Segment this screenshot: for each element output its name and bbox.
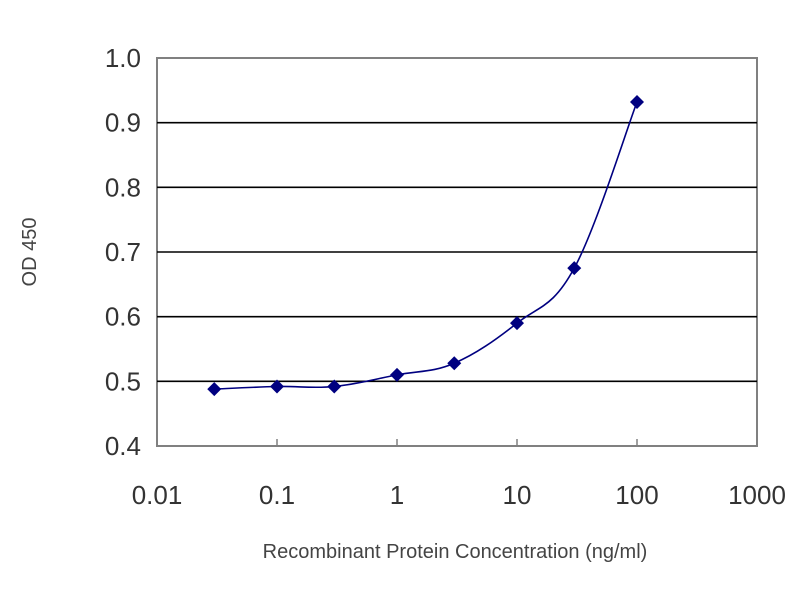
- x-tick-label: 0.1: [259, 480, 295, 510]
- y-tick-label: 0.9: [105, 108, 141, 138]
- data-point: [447, 356, 462, 371]
- data-point: [567, 261, 582, 276]
- y-tick-labels: 0.4 0.5 0.6 0.7 0.8 0.9 1.0: [105, 43, 141, 461]
- data-point: [390, 367, 404, 382]
- y-tick-label: 0.4: [105, 431, 141, 461]
- x-tick-labels: 0.01 0.1 1 10 100 1000: [132, 480, 786, 510]
- data-points: [207, 94, 644, 397]
- x-tick-label: 1: [390, 480, 404, 510]
- x-tick-label: 100: [615, 480, 658, 510]
- data-point: [510, 316, 524, 331]
- y-tick-label: 0.6: [105, 302, 141, 332]
- y-tick-label: 1.0: [105, 43, 141, 73]
- y-tick-label: 0.8: [105, 172, 141, 202]
- data-point: [270, 379, 284, 394]
- data-point: [207, 382, 222, 397]
- x-tick-label: 10: [503, 480, 532, 510]
- data-point: [327, 379, 342, 394]
- x-tick-label: 0.01: [132, 480, 183, 510]
- x-axis-title: Recombinant Protein Concentration (ng/ml…: [263, 541, 648, 563]
- data-point: [630, 94, 644, 109]
- y-tick-label: 0.7: [105, 237, 141, 267]
- y-axis-title: OD 450: [19, 218, 41, 287]
- x-tick-label: 1000: [728, 480, 786, 510]
- x-tick-marks: [156, 439, 758, 446]
- gridlines: [157, 121, 757, 383]
- y-tick-label: 0.5: [105, 366, 141, 396]
